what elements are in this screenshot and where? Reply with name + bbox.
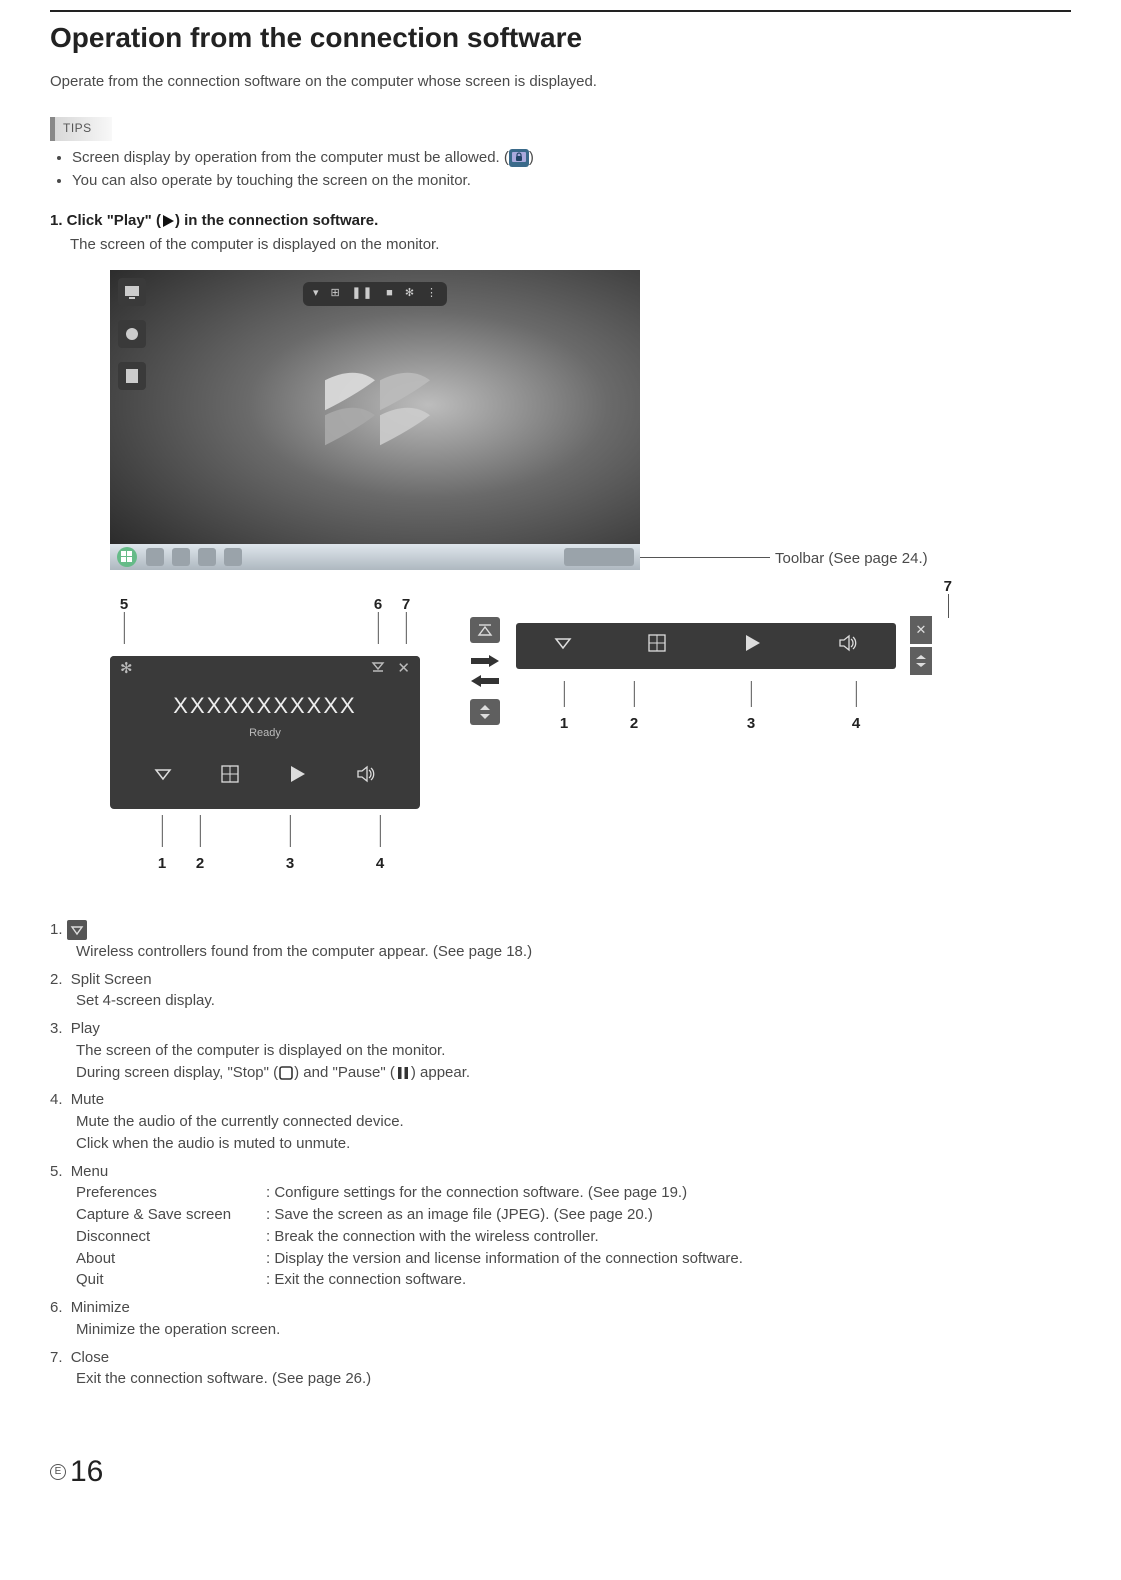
page-footer: E 16 bbox=[50, 1450, 1071, 1494]
split-screen-icon[interactable] bbox=[221, 765, 239, 790]
toolbar-callout: Toolbar (See page 24.) bbox=[775, 548, 928, 570]
label-3b: 3 bbox=[747, 713, 755, 735]
label-4b: 4 bbox=[852, 713, 860, 735]
play-icon bbox=[161, 214, 175, 228]
desktop-icon-2 bbox=[118, 320, 146, 348]
mute-icon[interactable] bbox=[356, 764, 376, 791]
minimize-icon[interactable] bbox=[371, 658, 385, 680]
label-2: 2 bbox=[196, 853, 204, 875]
taskbar-tray bbox=[564, 548, 634, 566]
close-icon[interactable]: ✕ bbox=[397, 658, 410, 680]
toolbar-pause-icon: ❚❚ bbox=[352, 286, 374, 302]
taskbar-icon bbox=[146, 548, 164, 566]
desktop-figure-wrap: ▾ ⊞ ❚❚ ■ ✻ ⋮ bbox=[110, 270, 1071, 577]
def-3: 3. Play The screen of the computer is di… bbox=[50, 1018, 1071, 1083]
tips-item-1: Screen display by operation from the com… bbox=[72, 147, 1071, 169]
expand-up-icon bbox=[470, 617, 500, 643]
label-1b: 1 bbox=[560, 713, 568, 735]
toolbar-gear-icon: ✻ bbox=[405, 286, 414, 302]
arrow-left-icon bbox=[471, 675, 499, 687]
intro-text: Operate from the connection software on … bbox=[50, 71, 1071, 93]
devices-dropdown-icon[interactable] bbox=[154, 765, 172, 790]
dropdown-icon bbox=[67, 920, 87, 940]
step-1-body: The screen of the computer is displayed … bbox=[50, 234, 1071, 256]
windows-logo bbox=[305, 350, 445, 477]
lock-monitor-icon bbox=[509, 149, 529, 167]
label-7: 7 bbox=[402, 594, 410, 616]
pause-icon bbox=[395, 1065, 411, 1081]
toolbar-grid-icon: ⊞ bbox=[331, 286, 340, 302]
def-7: 7. Close Exit the connection software. (… bbox=[50, 1347, 1071, 1391]
toolbar-chevron-icon: ▾ bbox=[313, 286, 319, 302]
step-1-heading: 1. Click "Play" () in the connection sof… bbox=[50, 210, 1071, 232]
label-2b: 2 bbox=[630, 713, 638, 735]
taskbar bbox=[110, 544, 640, 570]
footer-e-badge: E bbox=[50, 1464, 66, 1480]
floating-toolbar: ▾ ⊞ ❚❚ ■ ✻ ⋮ bbox=[303, 282, 447, 306]
toolbar-stop-icon: ■ bbox=[386, 286, 393, 302]
start-button bbox=[116, 546, 138, 568]
taskbar-icon bbox=[172, 548, 190, 566]
tips-list: Screen display by operation from the com… bbox=[50, 147, 1071, 193]
stop-icon bbox=[278, 1065, 294, 1081]
definitions: 1. Wireless controllers found from the c… bbox=[50, 919, 1071, 1390]
desktop-icon-1 bbox=[118, 278, 146, 306]
collapse-updown-icon bbox=[470, 699, 500, 725]
panel-title: XXXXXXXXXXX bbox=[110, 690, 420, 722]
play-button-icon[interactable] bbox=[287, 764, 307, 791]
taskbar-icon bbox=[198, 548, 216, 566]
page-title: Operation from the connection software bbox=[50, 18, 1071, 59]
collapsed-toolbar bbox=[516, 623, 896, 669]
transition-icons bbox=[470, 617, 500, 725]
tips-label: TIPS bbox=[50, 117, 112, 140]
arrow-right-icon bbox=[471, 655, 499, 667]
close-icon[interactable]: ✕ bbox=[910, 616, 932, 644]
def-6: 6. Minimize Minimize the operation scree… bbox=[50, 1297, 1071, 1341]
label-4: 4 bbox=[376, 853, 384, 875]
tips-item-2: You can also operate by touching the scr… bbox=[72, 170, 1071, 192]
def-1: 1. Wireless controllers found from the c… bbox=[50, 919, 1071, 963]
connection-panel: ✻ ✕ XXXXXXXXXXX Ready bbox=[110, 656, 420, 809]
page-number: 16 bbox=[70, 1450, 103, 1494]
desktop-icon-3 bbox=[118, 362, 146, 390]
play-button-icon[interactable] bbox=[742, 633, 762, 660]
label-7-right: 7 bbox=[944, 576, 952, 598]
def-2: 2. Split Screen Set 4-screen display. bbox=[50, 969, 1071, 1013]
mute-icon[interactable] bbox=[838, 633, 858, 660]
label-5: 5 bbox=[120, 594, 128, 616]
tips-section: TIPS Screen display by operation from th… bbox=[50, 117, 1071, 192]
label-3: 3 bbox=[286, 853, 294, 875]
callout-line bbox=[640, 557, 770, 558]
def-5: 5. Menu PreferencesConfigure settings fo… bbox=[50, 1161, 1071, 1292]
label-1: 1 bbox=[158, 853, 166, 875]
desktop-screenshot: ▾ ⊞ ❚❚ ■ ✻ ⋮ bbox=[110, 270, 640, 570]
split-screen-icon[interactable] bbox=[648, 634, 666, 659]
devices-dropdown-icon[interactable] bbox=[554, 634, 572, 659]
taskbar-icon bbox=[224, 548, 242, 566]
menu-definitions: PreferencesConfigure settings for the co… bbox=[76, 1182, 1071, 1291]
panel-diagrams: 5 6 7 ✻ ✕ XXXXXXXXXXX Ready 1 bbox=[50, 606, 1071, 879]
expand-updown-icon[interactable] bbox=[910, 647, 932, 675]
top-rule bbox=[50, 10, 1071, 12]
panel-status: Ready bbox=[110, 726, 420, 742]
label-6: 6 bbox=[374, 594, 382, 616]
def-4: 4. Mute Mute the audio of the currently … bbox=[50, 1089, 1071, 1154]
gear-icon[interactable]: ✻ bbox=[120, 658, 133, 680]
toolbar-more-icon: ⋮ bbox=[426, 286, 437, 302]
